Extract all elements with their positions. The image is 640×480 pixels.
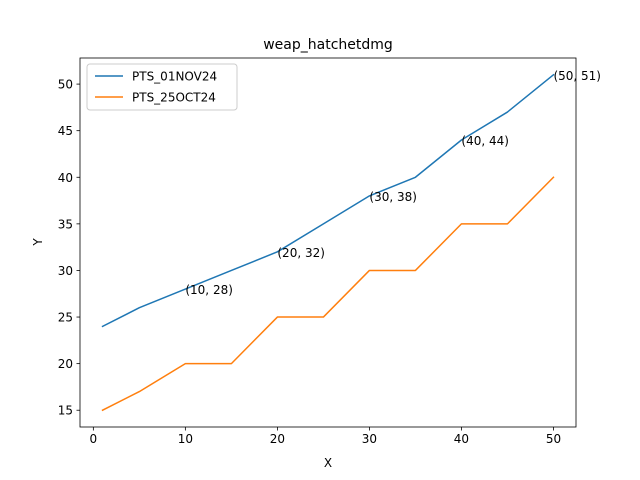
y-tick-label: 40	[58, 171, 73, 185]
legend-label: PTS_01NOV24	[132, 70, 217, 84]
annotation-label: (20, 32)	[277, 246, 325, 260]
x-tick-label: 10	[178, 432, 193, 446]
series-line-2	[101, 176, 555, 412]
y-tick-label: 35	[58, 217, 73, 231]
legend-label: PTS_25OCT24	[132, 91, 216, 105]
y-tick-label: 15	[58, 404, 73, 418]
annotation-label: (40, 44)	[461, 134, 509, 148]
x-tick-label: 50	[546, 432, 561, 446]
x-tick-label: 20	[270, 432, 285, 446]
x-tick-label: 0	[90, 432, 98, 446]
x-axis-label: X	[324, 456, 332, 470]
annotation-label: (30, 38)	[369, 190, 417, 204]
y-tick-label: 30	[58, 264, 73, 278]
annotation-label: (50, 51)	[553, 69, 601, 83]
y-tick-label: 50	[58, 78, 73, 92]
y-tick-label: 20	[58, 357, 73, 371]
chart-title: weap_hatchetdmg	[263, 37, 393, 53]
plot-area: (10, 28) (20, 32) (30, 38) (40, 44) (50, 51)	[101, 69, 601, 412]
axes: 0 10 20 30 40 50 15 20 25 30 35 40 45 50	[58, 57, 577, 446]
y-axis-label: Y	[31, 238, 45, 247]
annotation-label: (10, 28)	[185, 283, 233, 297]
x-tick-label: 30	[362, 432, 377, 446]
legend-box	[86, 63, 238, 111]
axes-frame	[79, 57, 577, 428]
x-tick-label: 40	[454, 432, 469, 446]
y-tick-label: 25	[58, 311, 73, 325]
series-line-1	[101, 73, 555, 328]
legend: PTS_01NOV24 PTS_25OCT24	[86, 63, 238, 111]
y-tick-label: 45	[58, 124, 73, 138]
